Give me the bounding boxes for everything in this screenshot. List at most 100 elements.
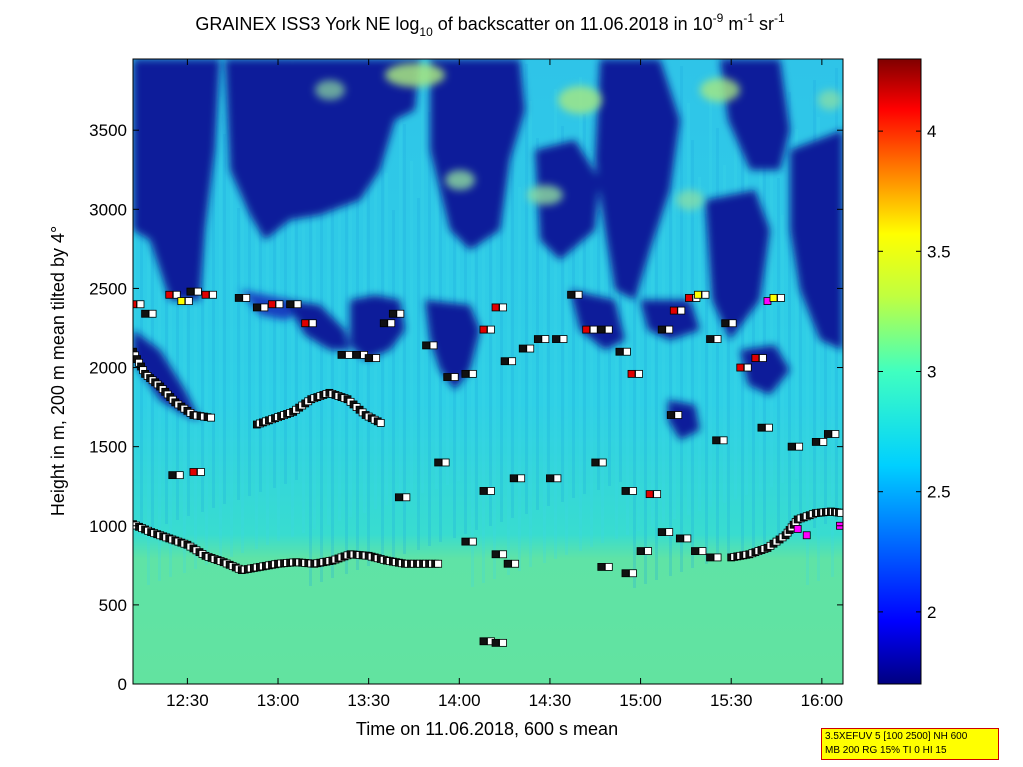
marker <box>669 306 678 315</box>
marker <box>209 290 217 299</box>
texture-streak <box>669 152 672 576</box>
texture-streak <box>471 211 474 587</box>
marker <box>793 525 802 533</box>
marker <box>133 300 137 309</box>
x-axis: 12:30 13:00 13:30 14:00 14:30 15:00 15:30 16:00 <box>166 59 843 710</box>
texture-streak <box>554 89 557 559</box>
x-axis-title: Time on 11.06.2018, 600 s mean <box>356 719 618 739</box>
texture-streak <box>482 125 485 583</box>
marker <box>429 341 438 350</box>
marker <box>201 290 210 299</box>
marker <box>657 528 666 537</box>
marker <box>713 553 722 562</box>
marker <box>352 350 361 359</box>
texture-streak <box>493 199 496 579</box>
marker <box>479 637 488 646</box>
blue-region <box>595 59 680 300</box>
texture-streak <box>745 153 748 495</box>
marker <box>698 547 707 555</box>
texture-streak <box>165 84 168 524</box>
marker <box>242 294 251 302</box>
texture-streak <box>705 214 708 564</box>
marker <box>552 335 560 343</box>
marker <box>450 373 459 381</box>
texture-streak <box>248 122 251 496</box>
x-tick-label: 13:30 <box>347 691 390 710</box>
marker <box>479 325 488 334</box>
colorbar-tick-label: 3.5 <box>927 242 951 261</box>
marker <box>499 638 507 647</box>
marker <box>685 294 693 302</box>
texture-streak <box>849 142 852 516</box>
marker <box>635 369 643 378</box>
blue-region <box>133 330 200 420</box>
marker <box>701 290 710 299</box>
marker <box>691 547 699 555</box>
texture-streak <box>633 90 636 588</box>
blue-region <box>133 59 220 300</box>
marker <box>589 325 598 334</box>
marker <box>597 325 606 334</box>
marker <box>621 569 630 578</box>
marker <box>597 563 606 571</box>
marker <box>434 458 443 467</box>
marker <box>148 309 157 318</box>
marker <box>736 363 745 372</box>
x-tick-label: 15:30 <box>710 691 753 710</box>
marker <box>591 458 600 467</box>
marker <box>802 531 811 540</box>
x-tick-label: 15:00 <box>619 691 662 710</box>
marker <box>665 528 674 537</box>
texture-streak <box>799 166 802 532</box>
info-line-2: MB 200 RG 15% TI 0 HI 15 <box>825 745 947 756</box>
texture-streak <box>230 171 233 557</box>
marker <box>275 300 284 309</box>
marker <box>719 436 728 445</box>
texture-streak <box>241 85 244 553</box>
texture-streak <box>403 124 406 554</box>
marker <box>388 309 397 318</box>
marker <box>387 319 396 328</box>
marker <box>706 553 714 562</box>
texture-streak <box>223 134 226 504</box>
marker <box>831 430 840 438</box>
texture-streak <box>421 75 424 493</box>
marker <box>402 493 411 502</box>
marker <box>777 294 785 302</box>
marker <box>644 547 652 555</box>
marker <box>553 474 562 483</box>
yellow-patch <box>676 190 704 210</box>
high-backscatter-patches <box>315 63 842 210</box>
marker <box>491 303 500 312</box>
marker <box>567 290 575 299</box>
marker <box>301 319 310 328</box>
texture-streak <box>572 200 575 498</box>
texture-streak <box>561 126 564 502</box>
marker <box>499 303 507 312</box>
marker <box>721 319 730 328</box>
trace-marker <box>376 419 385 427</box>
marker <box>364 354 373 362</box>
marker <box>491 638 500 647</box>
marker <box>141 309 149 318</box>
marker <box>743 363 752 372</box>
marker <box>645 490 654 499</box>
marker <box>758 354 767 362</box>
texture-streak <box>194 109 197 569</box>
marker <box>468 537 477 546</box>
x-tick-label: 14:30 <box>529 691 572 710</box>
info-line-1: 3.5XEFUV 5 [100 2500] NH 600 <box>825 731 968 742</box>
marker <box>615 347 624 356</box>
colorbar <box>878 59 921 684</box>
texture-streak <box>781 215 784 483</box>
marker <box>518 344 527 353</box>
y-tick-label: 3000 <box>89 200 127 219</box>
blue-region <box>570 290 625 350</box>
texture-streak <box>309 172 312 586</box>
y-tick-label: 1000 <box>89 517 127 536</box>
texture-streak <box>277 147 280 541</box>
marker <box>165 290 174 299</box>
texture-streak <box>169 121 172 577</box>
marker <box>286 300 295 309</box>
marker <box>627 369 636 378</box>
